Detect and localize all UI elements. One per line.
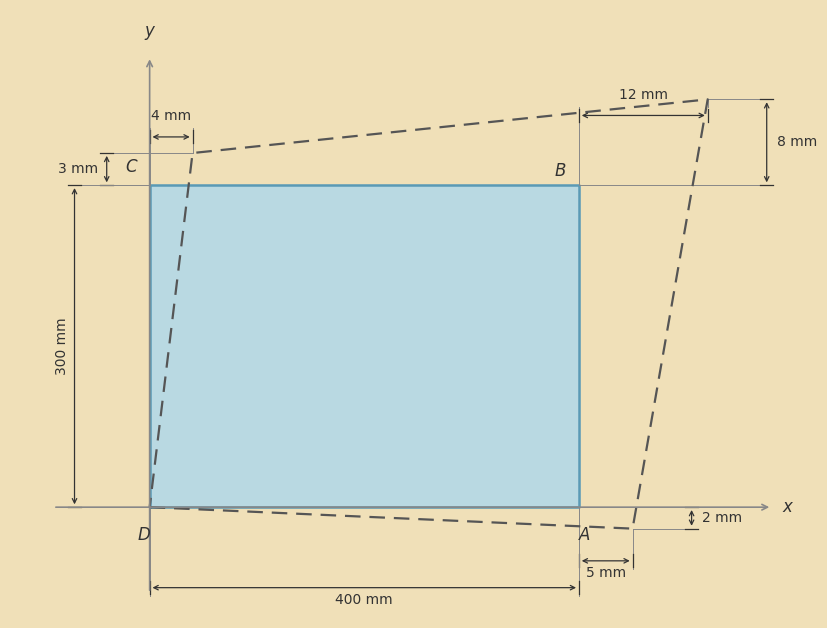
Text: 300 mm: 300 mm xyxy=(55,317,69,375)
Text: x: x xyxy=(782,498,791,516)
Text: y: y xyxy=(145,23,155,40)
Text: A: A xyxy=(578,526,590,544)
Text: 2 mm: 2 mm xyxy=(701,511,742,525)
Text: 4 mm: 4 mm xyxy=(151,109,191,123)
Text: 3 mm: 3 mm xyxy=(58,162,98,176)
Text: 8 mm: 8 mm xyxy=(777,135,817,149)
Text: D: D xyxy=(138,526,151,544)
Text: 400 mm: 400 mm xyxy=(335,593,393,607)
Text: 12 mm: 12 mm xyxy=(618,87,667,102)
Text: B: B xyxy=(554,162,566,180)
Text: C: C xyxy=(125,158,136,176)
Text: 5 mm: 5 mm xyxy=(585,566,625,580)
Polygon shape xyxy=(150,185,578,507)
